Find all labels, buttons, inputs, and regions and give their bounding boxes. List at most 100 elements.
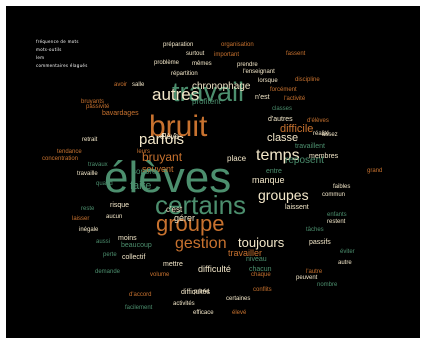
word-2: travail — [172, 77, 245, 107]
word-23: élève — [160, 132, 180, 141]
word-19: manque — [252, 175, 285, 185]
word-3: certains — [155, 190, 247, 220]
word-43: préparation — [163, 42, 194, 48]
word-35: collectif — [122, 254, 146, 261]
word-56: bruyants — [81, 99, 105, 105]
word-50: prendre — [237, 62, 258, 68]
word-36: beaucoup — [121, 242, 152, 249]
word-31: laissent — [285, 204, 309, 211]
word-58: salle — [132, 82, 145, 88]
word-41: moins — [118, 235, 137, 242]
word-76: enfants — [327, 212, 347, 218]
word-46: important — [214, 52, 240, 58]
word-5: autres — [152, 85, 200, 104]
word-16: reposent — [285, 155, 324, 166]
word-21: difficulté — [198, 264, 231, 274]
word-25: sonore — [132, 167, 157, 176]
word-9: groupes — [258, 187, 309, 203]
word-57: avoir — [114, 82, 128, 88]
word-53: lorsque — [258, 78, 278, 84]
word-65: assez — [322, 132, 338, 138]
word-27: n'est — [255, 94, 270, 101]
word-37: membres — [309, 153, 339, 160]
word-26: c'est — [166, 205, 183, 214]
word-72: quand — [96, 181, 113, 187]
word-51: l'enseignant — [243, 69, 275, 75]
word-59: forcément — [270, 87, 297, 93]
word-77: aucun — [106, 214, 123, 220]
word-80: tâches — [306, 227, 324, 233]
word-12: classe — [267, 132, 299, 144]
word-73: faibles — [333, 184, 351, 190]
word-28: d'autres — [268, 116, 293, 123]
word-69: leurs — [137, 149, 151, 155]
word-79: laisser — [72, 216, 90, 222]
word-0: élèves — [104, 153, 232, 202]
word-90: l'autre — [306, 269, 323, 275]
word-68: travaux — [88, 162, 108, 168]
word-29: travaillent — [295, 143, 325, 150]
word-62: classes — [272, 106, 293, 112]
word-22: profitent — [192, 97, 221, 106]
word-39: passifs — [309, 239, 331, 246]
word-49: problème — [154, 60, 180, 66]
word-64: retrait — [82, 137, 98, 143]
word-95: activités — [173, 301, 195, 307]
word-99: élevé — [232, 310, 247, 316]
word-48: mêmes — [192, 61, 212, 67]
word-85: peuvent — [296, 275, 318, 281]
word-52: répartition — [171, 71, 198, 77]
word-70: travaille — [77, 171, 98, 177]
word-97: facilement — [125, 305, 153, 311]
word-6: gestion — [175, 235, 227, 252]
caption-line-4: commentaires élagués — [36, 63, 88, 68]
word-44: organisation — [221, 42, 254, 48]
word-cloud-canvas: fréquence de mots mots-outils lem commen… — [6, 6, 420, 338]
caption-line-3: lem — [36, 55, 45, 60]
word-96: certaines — [226, 296, 251, 302]
word-83: éviter — [340, 249, 355, 255]
word-92: prend — [194, 289, 210, 295]
word-45: surtout — [186, 51, 205, 57]
word-93: conflits — [253, 287, 272, 293]
word-17: souvent — [142, 164, 174, 174]
word-7: temps — [256, 147, 300, 164]
word-67: concentration — [42, 156, 79, 162]
word-71: grand — [367, 168, 383, 174]
word-91: nombre — [317, 282, 338, 288]
word-18: travailler — [228, 248, 263, 258]
word-74: commun — [322, 192, 346, 198]
word-94: d'accord — [129, 292, 152, 298]
word-42: bavardages — [102, 110, 139, 117]
word-88: volume — [150, 272, 170, 278]
word-34: mettre — [163, 261, 183, 268]
caption-line-1: fréquence de mots — [36, 39, 79, 44]
word-24: place — [227, 154, 247, 163]
word-84: perte — [103, 252, 117, 258]
word-11: bruyant — [142, 150, 183, 164]
word-89: chaque — [251, 272, 271, 278]
word-40: difficultés — [181, 289, 211, 296]
word-1: bruit — [149, 110, 208, 143]
word-86: autre — [338, 260, 352, 266]
word-98: efficace — [193, 310, 214, 316]
word-78: restent — [327, 219, 346, 225]
word-32: niveau — [246, 256, 267, 263]
word-47: fassent — [286, 51, 306, 57]
word-63: réalité — [313, 131, 330, 137]
word-20: gérer — [174, 213, 196, 223]
word-30: entre — [266, 168, 282, 175]
word-87: demande — [95, 269, 121, 275]
word-8: parfois — [139, 131, 185, 148]
word-55: discipline — [295, 77, 320, 83]
word-66: tendance — [57, 149, 82, 155]
word-75: reste — [81, 206, 95, 212]
caption-line-2: mots-outils — [36, 47, 62, 52]
word-61: passivité — [86, 104, 110, 110]
word-13: difficile — [280, 123, 314, 135]
word-33: chacun — [249, 266, 272, 273]
word-15: chronophage — [192, 81, 251, 92]
word-10: toujours — [238, 235, 285, 250]
word-14: faire — [130, 180, 152, 192]
word-60: d'élèves — [307, 118, 329, 124]
